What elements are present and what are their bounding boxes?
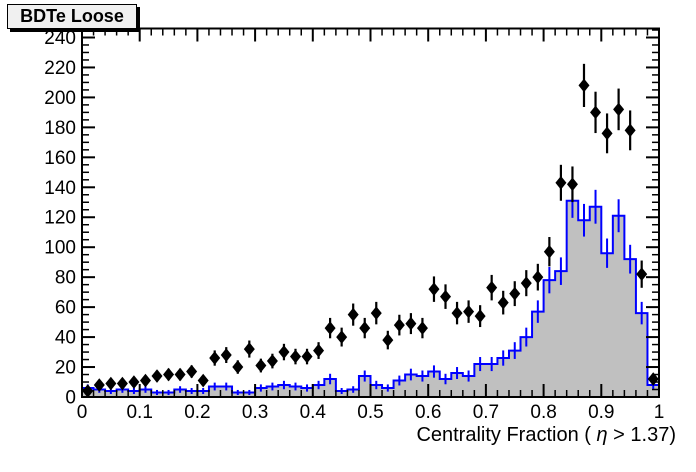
diamond-marker — [336, 330, 348, 344]
diamond-marker — [578, 78, 590, 93]
diamond-marker — [543, 244, 555, 259]
y-tick-label: 220 — [44, 58, 76, 79]
x-axis-title: Centrality Fraction ( η > 1.37) — [416, 424, 676, 446]
diamond-marker — [416, 321, 428, 335]
diamond-marker — [359, 321, 371, 335]
data-point-markers — [82, 78, 659, 398]
diamond-marker — [509, 286, 521, 301]
x-tick-label: 0.7 — [473, 402, 499, 423]
diamond-marker — [255, 358, 267, 373]
diamond-marker — [266, 354, 278, 368]
diamond-marker — [636, 267, 648, 281]
diamond-marker — [82, 384, 94, 398]
y-tick-label: 100 — [44, 238, 76, 259]
diamond-marker — [613, 102, 625, 117]
diamond-marker — [405, 316, 417, 331]
diamond-marker — [105, 376, 117, 391]
diamond-marker — [128, 375, 140, 389]
diamond-marker — [313, 343, 325, 358]
diamond-marker — [243, 342, 255, 356]
diamond-marker — [163, 367, 175, 382]
y-tick-label: 200 — [44, 88, 76, 109]
diamond-marker — [463, 304, 475, 319]
y-tick-label: 180 — [44, 118, 76, 139]
diamond-marker — [116, 376, 128, 391]
diamond-marker — [197, 373, 209, 388]
histogram-series — [81, 199, 660, 397]
diamond-marker — [289, 349, 301, 364]
diamond-marker — [347, 307, 359, 322]
y-tick-label: 140 — [44, 178, 76, 199]
diamond-marker — [301, 349, 313, 364]
x-tick-label: 0.4 — [300, 402, 327, 423]
y-tick-label: 80 — [55, 268, 76, 289]
diamond-marker — [220, 348, 232, 362]
diamond-marker — [532, 270, 544, 284]
x-tick-label: 0.9 — [588, 402, 614, 423]
diamond-marker — [393, 318, 405, 332]
x-tick-label: 0.5 — [357, 402, 383, 423]
y-tick-label: 20 — [55, 358, 76, 379]
diamond-marker — [486, 280, 498, 295]
x-tick-label: 0.1 — [126, 402, 152, 423]
y-tick-label: 60 — [55, 298, 76, 319]
diamond-marker — [232, 360, 244, 374]
diamond-marker — [370, 306, 382, 320]
histogram-outline — [81, 199, 660, 397]
diamond-marker — [647, 372, 659, 386]
axis-ticks — [81, 28, 660, 398]
y-tick-label: 0 — [65, 388, 76, 409]
diamond-marker — [451, 306, 463, 320]
x-tick-label: 0.2 — [184, 402, 210, 423]
diamond-marker — [566, 177, 578, 192]
diamond-marker — [93, 378, 105, 392]
y-tick-label: 40 — [55, 328, 76, 349]
plot-title: BDTe Loose — [20, 6, 124, 26]
diamond-marker — [624, 123, 636, 138]
diamond-marker — [209, 351, 221, 365]
x-tick-label: 0 — [77, 402, 88, 423]
y-tick-label: 120 — [44, 208, 76, 229]
y-tick-label: 240 — [44, 28, 76, 49]
diamond-marker — [520, 276, 532, 290]
diamond-marker — [428, 282, 440, 296]
diamond-marker — [324, 321, 336, 335]
diamond-marker — [497, 295, 509, 310]
histogram-fill — [82, 200, 659, 397]
diamond-marker — [174, 367, 186, 382]
y-tick-label: 160 — [44, 148, 76, 169]
histogram-error-bars — [86, 183, 655, 396]
x-tick-label: 0.6 — [415, 402, 441, 423]
diamond-marker — [139, 373, 151, 388]
axis-tick-labels: 0 0.1 0.2 0.3 0.4 0.5 0.6 0.7 0.8 0.9 1 0 20 40 60 80 10… — [44, 28, 664, 423]
diamond-marker — [382, 333, 394, 347]
diamond-marker — [555, 175, 567, 190]
diamond-marker — [474, 309, 486, 323]
diamond-marker — [186, 364, 198, 379]
x-tick-label: 0.8 — [530, 402, 556, 423]
diamond-marker — [440, 289, 452, 304]
diamond-marker — [601, 126, 613, 141]
x-tick-label: 0.3 — [242, 402, 268, 423]
diamond-marker — [278, 345, 290, 359]
diamond-marker — [151, 369, 163, 383]
diamond-marker — [590, 105, 602, 120]
x-tick-label: 1 — [654, 402, 665, 423]
title-box: BDTe Loose — [7, 4, 137, 29]
